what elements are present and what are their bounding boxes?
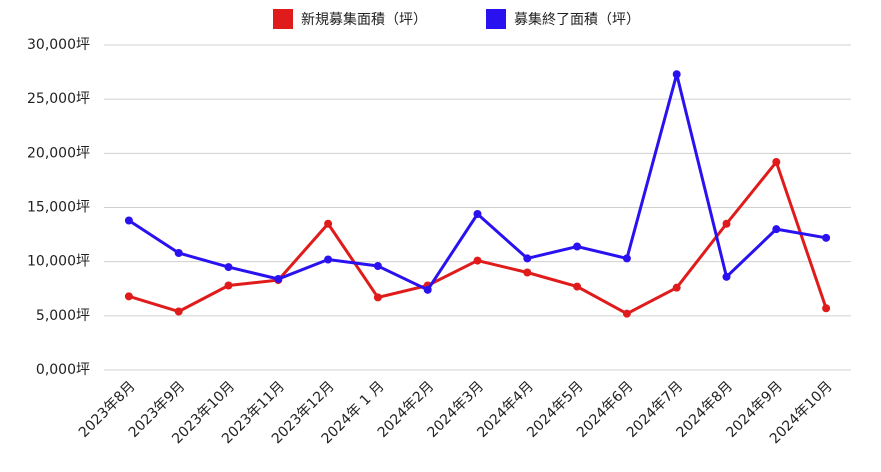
legend-swatch [273,9,293,29]
legend-label: 新規募集面積（坪） [301,11,427,28]
data-point [174,307,183,316]
data-point [622,254,631,263]
y-tick-label: 10,000坪 [27,254,90,270]
data-point [573,282,582,291]
y-tick-label: 30,000坪 [27,37,90,53]
data-point [373,262,382,270]
data-point [822,304,831,313]
data-point [523,254,532,263]
data-point [672,70,681,79]
data-point [124,292,133,301]
data-point [772,225,781,234]
data-point [473,210,482,218]
data-point [224,281,233,290]
data-point [224,263,233,272]
data-point [124,216,133,225]
data-point [373,293,382,302]
data-point [523,268,532,277]
data-point [672,283,681,292]
legend-swatch [486,9,506,29]
y-tick-label: 20,000坪 [27,145,90,161]
y-tick-label: 25,000坪 [27,91,90,107]
y-tick-label: 0,000坪 [36,362,90,378]
data-point [423,285,432,294]
data-point [274,275,283,283]
data-point [473,256,482,265]
data-point [324,219,333,228]
data-point [722,219,731,228]
y-tick-label: 15,000坪 [27,200,90,216]
data-point [722,272,731,281]
legend-label: 募集終了面積（坪） [514,11,640,28]
data-point [324,255,333,264]
data-point [772,158,781,166]
y-tick-label: 5,000坪 [36,308,90,324]
data-point [822,233,831,242]
data-point [622,309,631,318]
data-point [573,242,582,251]
series-line [128,158,828,316]
data-point [174,249,183,257]
